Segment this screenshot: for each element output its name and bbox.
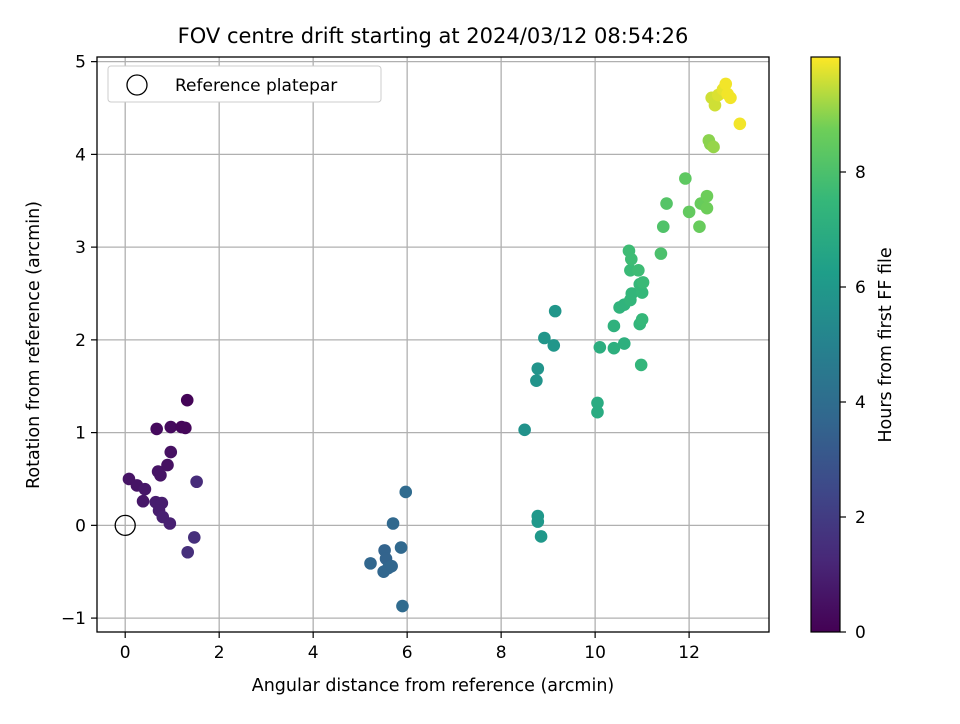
data-point: [679, 172, 692, 185]
data-point: [518, 423, 531, 437]
data-point: [386, 517, 400, 530]
data-point: [538, 331, 551, 345]
colorbar-tick-label: 8: [855, 163, 866, 183]
colorbar-gradient: [810, 56, 841, 633]
x-tick-label: 12: [678, 643, 700, 663]
data-point: [593, 340, 607, 354]
chart-title: FOV centre drift starting at 2024/03/12 …: [178, 24, 689, 48]
y-tick-label: −1: [61, 609, 86, 629]
data-point: [656, 220, 670, 234]
data-point: [682, 205, 696, 219]
data-point: [179, 421, 192, 435]
data-point: [617, 337, 631, 350]
colorbar: 0 2 4 6 8 Hours from first FF file: [810, 56, 896, 643]
data-point: [634, 358, 648, 372]
data-point: [399, 485, 413, 499]
data-point: [364, 557, 377, 570]
data-point: [548, 304, 562, 318]
data-point: [700, 189, 714, 203]
data-point: [164, 445, 178, 459]
data-point: [150, 422, 163, 436]
data-point: [707, 140, 720, 154]
data-point: [531, 362, 545, 375]
x-tick-label: 8: [496, 643, 507, 663]
y-tick-label: 2: [75, 331, 86, 351]
x-tick-label: 2: [214, 643, 225, 663]
plot-frame: [96, 56, 770, 633]
data-point: [733, 117, 747, 131]
data-point: [136, 494, 150, 508]
data-point: [164, 420, 178, 434]
x-tick-label: 10: [584, 643, 606, 663]
x-axis-label: Angular distance from reference (arcmin): [252, 676, 615, 696]
y-tick-label: 0: [75, 516, 86, 536]
data-point: [719, 77, 733, 91]
data-point: [607, 319, 621, 333]
colorbar-tick-label: 4: [855, 393, 866, 413]
legend: Reference platepar: [107, 65, 382, 103]
data-point: [181, 545, 194, 559]
data-point: [724, 91, 737, 105]
data-point: [635, 313, 649, 326]
data-point: [636, 276, 650, 289]
x-tick-label: 0: [120, 643, 131, 663]
data-point: [385, 559, 398, 573]
legend-box: [107, 65, 382, 103]
y-tick-label: 5: [75, 53, 86, 73]
data-point: [534, 530, 548, 543]
data-point: [622, 244, 636, 258]
y-axis-label: Rotation from reference (arcmin): [24, 201, 44, 489]
data-point: [632, 264, 645, 277]
colorbar-label: Hours from first FF file: [876, 247, 896, 442]
colorbar-tick-label: 6: [855, 278, 866, 298]
data-point: [708, 98, 722, 112]
data-point: [660, 197, 673, 210]
legend-marker-icon: [126, 74, 148, 96]
grid-lines: [97, 57, 769, 632]
data-point: [591, 396, 604, 410]
y-axis-ticks: −1 0 1 2 3 4 5: [61, 53, 97, 629]
colorbar-ticks: 0 2 4 6 8: [840, 163, 866, 643]
y-tick-label: 1: [75, 424, 86, 444]
colorbar-tick-label: 2: [855, 508, 866, 528]
data-point: [654, 247, 668, 260]
legend-label: Reference platepar: [175, 76, 337, 96]
data-point: [154, 468, 167, 482]
data-point: [396, 599, 409, 613]
reference-point-marker: [114, 514, 136, 536]
data-point: [531, 515, 545, 528]
data-point: [547, 339, 561, 352]
data-point: [625, 287, 639, 300]
data-point: [607, 341, 621, 355]
data-point: [138, 482, 152, 496]
data-point: [530, 374, 543, 387]
data-point: [394, 541, 408, 554]
data-point: [161, 458, 174, 472]
x-tick-label: 4: [308, 643, 319, 663]
x-tick-label: 6: [402, 643, 413, 663]
y-tick-label: 3: [75, 238, 86, 258]
data-point: [180, 393, 194, 407]
x-axis-ticks: 0 2 4 6 8 10 12: [120, 632, 700, 663]
reference-marker: [114, 514, 136, 536]
data-point: [163, 517, 177, 530]
colorbar-tick-label: 0: [855, 623, 866, 643]
data-points: [122, 77, 747, 613]
data-point: [693, 220, 706, 234]
data-point: [700, 201, 714, 215]
data-point: [187, 531, 201, 544]
y-tick-label: 4: [75, 145, 86, 165]
data-point: [190, 475, 203, 489]
data-point: [591, 405, 604, 419]
